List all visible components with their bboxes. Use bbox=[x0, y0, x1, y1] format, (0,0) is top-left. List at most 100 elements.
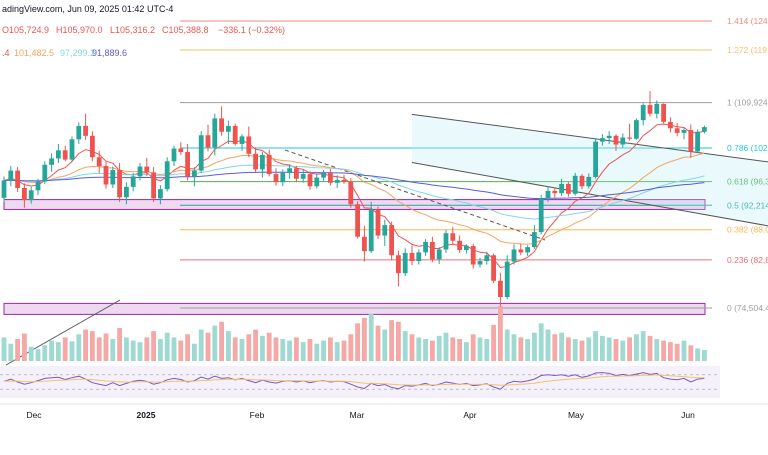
volume-bar bbox=[579, 340, 585, 361]
candle-body bbox=[396, 255, 401, 274]
candle bbox=[178, 142, 184, 155]
fib-0-618-label: 0.618 (96,3 bbox=[727, 177, 768, 187]
candle bbox=[192, 167, 197, 187]
candle-body bbox=[287, 168, 292, 173]
candle-body bbox=[647, 105, 653, 114]
volume-bar bbox=[110, 339, 116, 361]
candle-body bbox=[688, 130, 694, 152]
candle bbox=[151, 167, 156, 202]
volume-bar bbox=[260, 335, 265, 361]
volume-bar bbox=[600, 335, 605, 361]
candle bbox=[430, 236, 435, 263]
candle bbox=[661, 103, 666, 124]
candle-body bbox=[572, 175, 578, 194]
volume-bar bbox=[566, 337, 571, 361]
candle bbox=[695, 129, 700, 154]
candle bbox=[368, 201, 374, 253]
candle bbox=[491, 253, 496, 284]
candle bbox=[688, 124, 694, 158]
candle-body bbox=[280, 172, 286, 183]
volume-bar bbox=[35, 349, 41, 361]
candle-body bbox=[239, 136, 245, 144]
x-tick-mar: Mar bbox=[350, 410, 365, 420]
candle bbox=[110, 166, 116, 188]
candle bbox=[28, 186, 34, 204]
volume-bar bbox=[273, 337, 279, 361]
candle-body bbox=[49, 158, 54, 165]
volume-bar bbox=[178, 340, 184, 361]
volume-bar bbox=[96, 337, 102, 361]
candle bbox=[307, 171, 313, 190]
channel-lower-line bbox=[411, 161, 768, 227]
candle bbox=[348, 178, 354, 208]
candle-body bbox=[232, 125, 238, 144]
volume-bar bbox=[321, 340, 326, 361]
candle bbox=[436, 247, 442, 264]
fib-0-382-label: 0.382 (88,0 bbox=[727, 225, 768, 235]
candle-body bbox=[69, 139, 75, 160]
candle bbox=[164, 157, 170, 192]
volume-bar bbox=[409, 334, 415, 361]
volume-bar bbox=[103, 333, 109, 361]
candle bbox=[620, 133, 626, 148]
candle-body bbox=[246, 136, 252, 154]
volume-bar bbox=[69, 341, 75, 361]
x-tick-jun: Jun bbox=[681, 410, 695, 420]
volume-bar bbox=[532, 332, 537, 361]
candle-body bbox=[137, 166, 143, 177]
ohlc-open: O105,724.9 bbox=[2, 25, 49, 35]
candle-body bbox=[321, 172, 326, 178]
candle-body bbox=[545, 190, 551, 199]
candle bbox=[600, 134, 605, 146]
candle-body bbox=[300, 174, 306, 179]
volume-bar bbox=[484, 339, 490, 361]
support-zones bbox=[3, 199, 706, 315]
fib-0-5-label: 0.5 (92,214 bbox=[727, 200, 768, 210]
volume-bar bbox=[640, 331, 646, 361]
candle-body bbox=[532, 232, 537, 248]
volume-bar bbox=[538, 323, 544, 361]
candle bbox=[42, 161, 48, 184]
candle-body bbox=[56, 150, 61, 159]
volume-bar bbox=[355, 323, 360, 361]
volume-bar bbox=[1, 337, 7, 361]
candle-body bbox=[416, 252, 422, 262]
volume-bar bbox=[15, 339, 20, 361]
volume-bar bbox=[117, 328, 122, 361]
volume-bar bbox=[688, 345, 694, 361]
volume-bar bbox=[702, 350, 707, 361]
candle bbox=[362, 225, 367, 262]
volume-bar bbox=[504, 329, 510, 361]
candle-body bbox=[484, 255, 490, 262]
volume-bar bbox=[464, 342, 469, 361]
volume-bar bbox=[226, 331, 231, 361]
candle-body bbox=[566, 183, 571, 194]
volume-bar bbox=[171, 337, 177, 361]
candle bbox=[328, 168, 333, 186]
candle bbox=[484, 251, 490, 265]
candle-body bbox=[35, 181, 41, 191]
volume-bar bbox=[307, 339, 313, 361]
candle-body bbox=[110, 170, 116, 185]
candle-body bbox=[117, 170, 122, 198]
candle bbox=[634, 118, 639, 140]
candle bbox=[69, 136, 75, 161]
candle-body bbox=[402, 252, 408, 274]
candle-body bbox=[22, 187, 27, 201]
volume-bars bbox=[1, 306, 707, 361]
candle-body bbox=[654, 103, 660, 114]
candle bbox=[144, 157, 150, 176]
candle bbox=[124, 182, 129, 205]
candle bbox=[294, 165, 299, 183]
volume-bar bbox=[49, 340, 54, 361]
candle-body bbox=[606, 135, 612, 139]
volume-bar bbox=[130, 340, 136, 361]
volume-bar bbox=[314, 343, 320, 361]
candle bbox=[559, 178, 564, 197]
volume-bar bbox=[300, 342, 306, 361]
candle-body bbox=[382, 225, 388, 236]
ohlc-low: L105,316.2 bbox=[110, 25, 155, 35]
candle-body bbox=[586, 176, 592, 187]
candle bbox=[640, 103, 646, 126]
